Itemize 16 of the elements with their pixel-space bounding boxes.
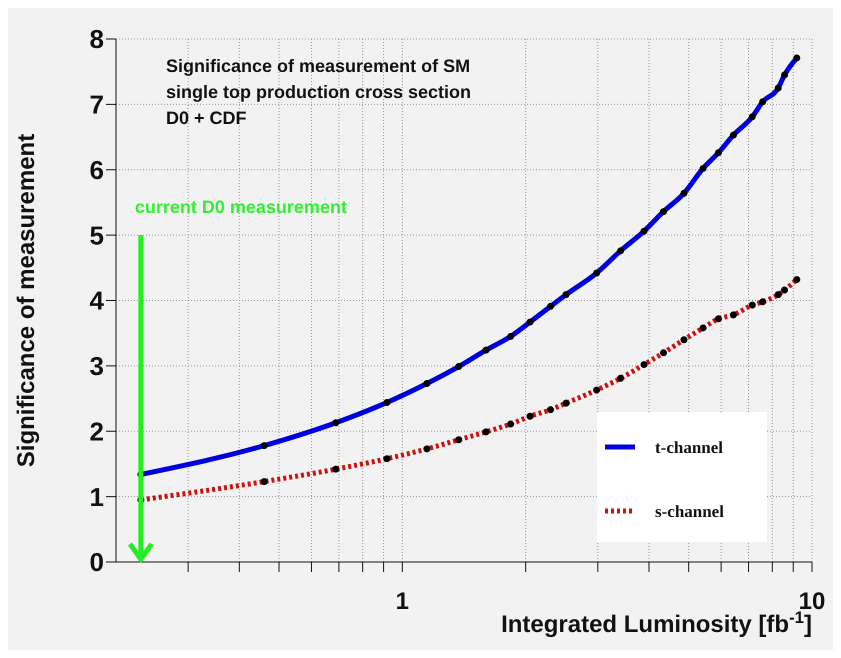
x-axis-title: Integrated Luminosity [fb$^{-1}$] (501, 608, 812, 638)
y-tick-label: 8 (90, 24, 104, 54)
y-axis-title: Significance of measurement (13, 134, 40, 468)
y-tick-label: 7 (90, 90, 104, 120)
text: D0 + CDF (166, 108, 247, 128)
y-tick-label: 2 (90, 416, 104, 446)
legend-label: s-channel (655, 502, 724, 521)
y-tick-label: 4 (90, 286, 105, 316)
text: Significance of measurement of SM single top production cross section (166, 56, 472, 102)
y-tick-label: 5 (90, 220, 104, 250)
annotation: current D0 measurement (134, 197, 347, 218)
legend-label: t-channel (655, 438, 724, 457)
y-tick-label: 0 (90, 547, 104, 578)
y-tick-label: 1 (90, 482, 104, 512)
y-tick-label: 6 (90, 154, 104, 185)
y-tick-label: 3 (90, 351, 104, 382)
